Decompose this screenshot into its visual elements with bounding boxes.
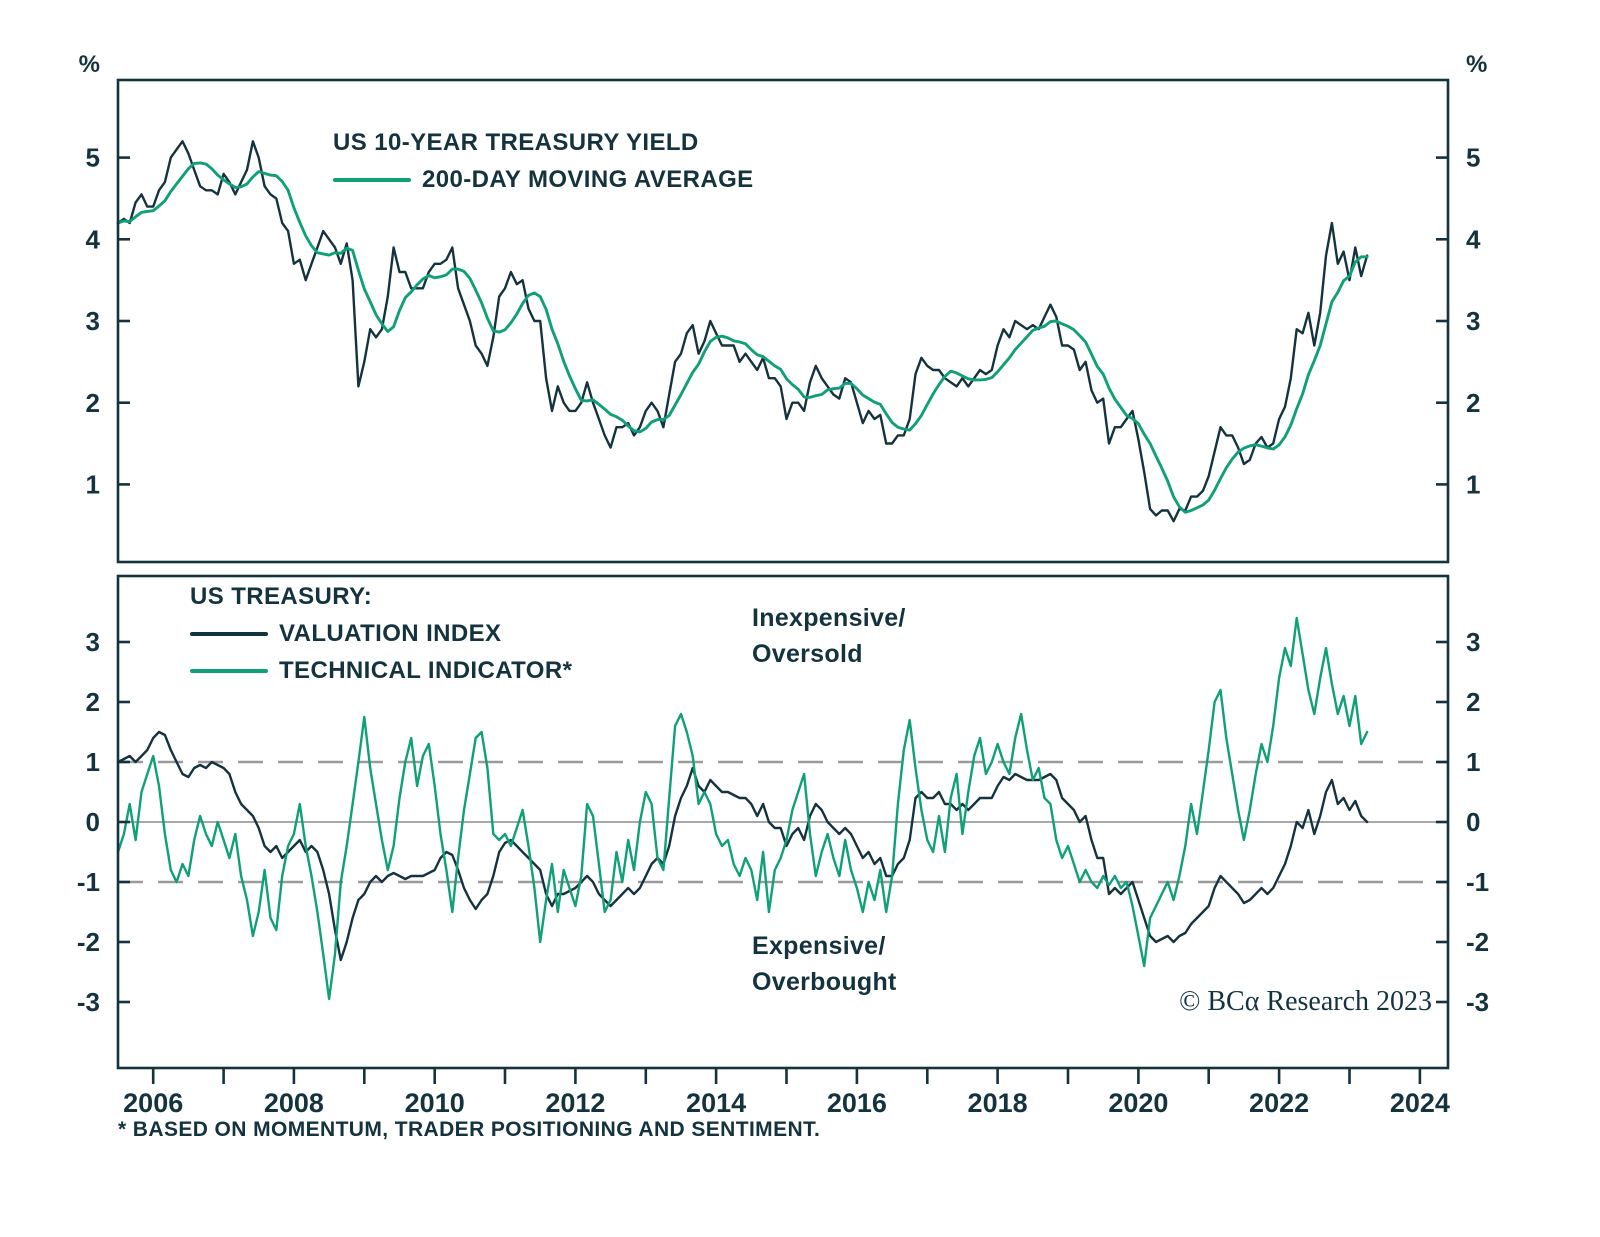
legend-row-technical: TECHNICAL INDICATOR*: [190, 652, 572, 689]
y-axis-label-left: 0: [86, 807, 100, 837]
moving-average-line-sample: [333, 177, 411, 182]
bottom-legend: US TREASURY: VALUATION INDEX TECHNICAL I…: [190, 578, 572, 689]
y-axis-label-right: 0: [1466, 807, 1480, 837]
y-axis-label-right: 1: [1466, 747, 1480, 777]
moving-average-label: 200-DAY MOVING AVERAGE: [422, 166, 754, 193]
x-axis-year-label: 2014: [686, 1088, 746, 1118]
legend-row-valuation: VALUATION INDEX: [190, 615, 572, 652]
y-axis-label-left: 2: [86, 388, 100, 418]
x-axis-year-label: 2012: [545, 1088, 605, 1118]
yield-series-label: US 10-YEAR TREASURY YIELD: [333, 129, 699, 156]
y-axis-label-left: 3: [86, 306, 100, 336]
y-axis-label-right: -1: [1466, 867, 1489, 897]
percent-label-left: %: [79, 51, 100, 78]
y-axis-label-left: -1: [77, 867, 100, 897]
x-axis-year-label: 2006: [123, 1088, 183, 1118]
y-axis-label-right: 4: [1466, 224, 1481, 254]
y-axis-label-right: 1: [1466, 470, 1480, 500]
bca-research-credit: © BCα Research 2023: [1179, 986, 1432, 1017]
y-axis-label-left: 4: [86, 224, 101, 254]
valuation-label: VALUATION INDEX: [279, 620, 502, 647]
percent-label-right: %: [1466, 51, 1487, 78]
x-axis-year-label: 2022: [1249, 1088, 1309, 1118]
bottom-legend-title-row: US TREASURY:: [190, 578, 572, 615]
y-axis-label-left: 2: [86, 687, 100, 717]
annotation-expensive-line2: Overbought: [752, 968, 897, 996]
x-axis-year-label: 2020: [1108, 1088, 1168, 1118]
technical-label: TECHNICAL INDICATOR*: [279, 657, 573, 684]
y-axis-label-left: -3: [77, 987, 100, 1017]
top-legend: US 10-YEAR TREASURY YIELD 200-DAY MOVING…: [333, 124, 754, 198]
y-axis-label-left: 1: [86, 470, 100, 500]
footnote: * BASED ON MOMENTUM, TRADER POSITIONING …: [118, 1118, 821, 1141]
x-axis-year-label: 2008: [264, 1088, 324, 1118]
annotation-expensive-line1: Expensive/: [752, 932, 886, 960]
technical-line-sample: [190, 668, 268, 673]
y-axis-label-right: 2: [1466, 388, 1480, 418]
annotation-inexpensive-oversold: Inexpensive/ Oversold: [752, 600, 906, 672]
technical-indicator-line: [116, 616, 1369, 1001]
x-axis-year-label: 2024: [1390, 1088, 1450, 1118]
panel-border: [116, 78, 1450, 564]
annotation-inexpensive-line2: Oversold: [752, 640, 863, 668]
annotation-expensive-overbought: Expensive/ Overbought: [752, 928, 897, 1000]
y-axis-label-right: -3: [1466, 987, 1489, 1017]
y-axis-label-left: -2: [77, 927, 100, 957]
y-axis-label-left: 3: [86, 627, 100, 657]
200-day-moving-average-line: [116, 161, 1369, 514]
y-axis-label-right: 3: [1466, 627, 1480, 657]
y-axis-label-right: 2: [1466, 687, 1480, 717]
x-axis-year-label: 2018: [968, 1088, 1028, 1118]
x-axis-year-label: 2010: [405, 1088, 465, 1118]
us-10-year-treasury-yield-line: [116, 140, 1369, 523]
y-axis-label-right: 5: [1466, 143, 1480, 173]
x-axis-year-label: 2016: [827, 1088, 887, 1118]
y-axis-label-right: 3: [1466, 306, 1480, 336]
bottom-legend-title: US TREASURY:: [190, 583, 373, 610]
y-axis-label-left: 1: [86, 747, 100, 777]
annotation-inexpensive-line1: Inexpensive/: [752, 604, 906, 632]
legend-row-moving-average: 200-DAY MOVING AVERAGE: [333, 161, 754, 198]
valuation-index-line: [116, 730, 1369, 962]
valuation-line-sample: [190, 631, 268, 636]
y-axis-label-left: 5: [86, 143, 100, 173]
y-axis-label-right: -2: [1466, 927, 1489, 957]
legend-row-yield: US 10-YEAR TREASURY YIELD: [333, 124, 754, 161]
